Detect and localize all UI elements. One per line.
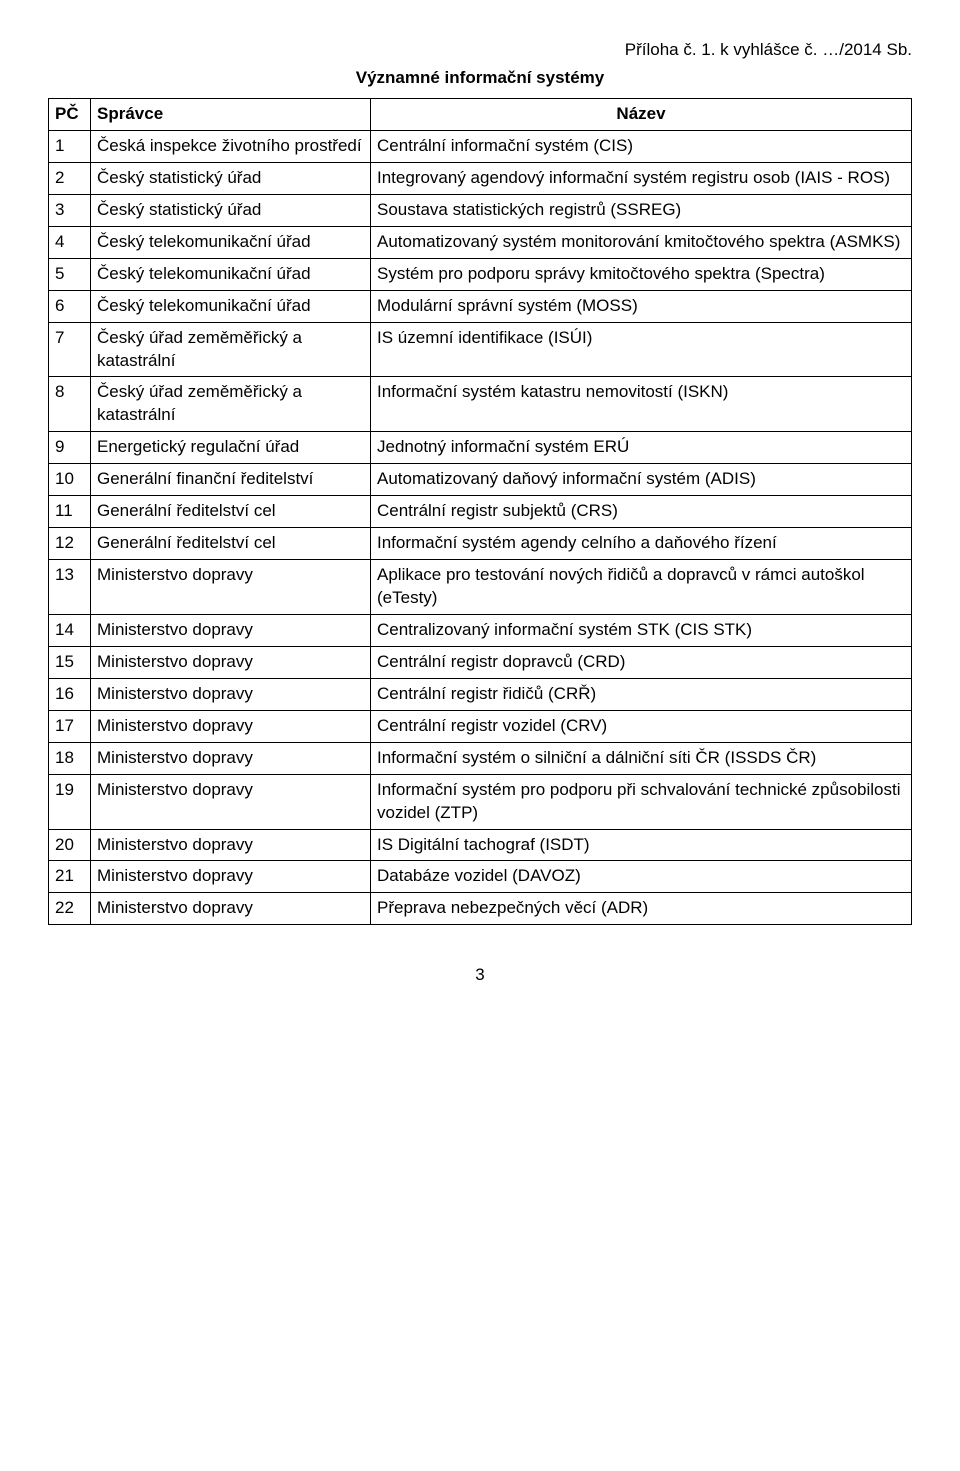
cell-pc: 12	[49, 528, 91, 560]
cell-spravce: Ministerstvo dopravy	[91, 710, 371, 742]
systems-table: PČ Správce Název 1Česká inspekce životní…	[48, 98, 912, 925]
cell-nazev: Přeprava nebezpečných věcí (ADR)	[371, 893, 912, 925]
cell-nazev: Centralizovaný informační systém STK (CI…	[371, 614, 912, 646]
cell-pc: 8	[49, 377, 91, 432]
cell-spravce: Český telekomunikační úřad	[91, 226, 371, 258]
cell-pc: 4	[49, 226, 91, 258]
cell-spravce: Český úřad zeměměřický a katastrální	[91, 377, 371, 432]
cell-spravce: Ministerstvo dopravy	[91, 829, 371, 861]
cell-spravce: Český telekomunikační úřad	[91, 290, 371, 322]
cell-spravce: Česká inspekce životního prostředí	[91, 130, 371, 162]
document-heading: Významné informační systémy	[48, 68, 912, 88]
cell-spravce: Generální finanční ředitelství	[91, 464, 371, 496]
cell-nazev: IS územní identifikace (ISÚI)	[371, 322, 912, 377]
table-row: 2Český statistický úřadIntegrovaný agend…	[49, 162, 912, 194]
cell-pc: 10	[49, 464, 91, 496]
cell-spravce: Ministerstvo dopravy	[91, 614, 371, 646]
cell-nazev: Informační systém o silniční a dálniční …	[371, 742, 912, 774]
table-row: 22Ministerstvo dopravyPřeprava nebezpečn…	[49, 893, 912, 925]
cell-spravce: Český telekomunikační úřad	[91, 258, 371, 290]
cell-nazev: Centrální registr subjektů (CRS)	[371, 496, 912, 528]
cell-spravce: Český statistický úřad	[91, 194, 371, 226]
cell-nazev: Informační systém agendy celního a daňov…	[371, 528, 912, 560]
cell-spravce: Ministerstvo dopravy	[91, 861, 371, 893]
annex-reference: Příloha č. 1. k vyhlášce č. …/2014 Sb.	[48, 40, 912, 60]
page-number: 3	[48, 965, 912, 985]
cell-spravce: Český úřad zeměměřický a katastrální	[91, 322, 371, 377]
cell-pc: 18	[49, 742, 91, 774]
cell-spravce: Český statistický úřad	[91, 162, 371, 194]
cell-pc: 9	[49, 432, 91, 464]
table-row: 6Český telekomunikační úřadModulární spr…	[49, 290, 912, 322]
cell-pc: 14	[49, 614, 91, 646]
cell-pc: 15	[49, 646, 91, 678]
cell-spravce: Generální ředitelství cel	[91, 528, 371, 560]
table-row: 9Energetický regulační úřadJednotný info…	[49, 432, 912, 464]
cell-nazev: Jednotný informační systém ERÚ	[371, 432, 912, 464]
cell-nazev: Integrovaný agendový informační systém r…	[371, 162, 912, 194]
cell-spravce: Ministerstvo dopravy	[91, 678, 371, 710]
cell-nazev: Centrální registr řidičů (CRŘ)	[371, 678, 912, 710]
table-row: 14Ministerstvo dopravyCentralizovaný inf…	[49, 614, 912, 646]
cell-spravce: Generální ředitelství cel	[91, 496, 371, 528]
table-row: 16Ministerstvo dopravyCentrální registr …	[49, 678, 912, 710]
table-row: 19Ministerstvo dopravyInformační systém …	[49, 774, 912, 829]
cell-pc: 3	[49, 194, 91, 226]
cell-pc: 11	[49, 496, 91, 528]
cell-nazev: Centrální registr vozidel (CRV)	[371, 710, 912, 742]
table-row: 1Česká inspekce životního prostředíCentr…	[49, 130, 912, 162]
table-row: 13Ministerstvo dopravyAplikace pro testo…	[49, 560, 912, 615]
cell-pc: 16	[49, 678, 91, 710]
cell-nazev: Informační systém katastru nemovitostí (…	[371, 377, 912, 432]
table-row: 7Český úřad zeměměřický a katastrálníIS …	[49, 322, 912, 377]
cell-spravce: Ministerstvo dopravy	[91, 560, 371, 615]
col-pc: PČ	[49, 99, 91, 131]
cell-spravce: Ministerstvo dopravy	[91, 646, 371, 678]
cell-pc: 20	[49, 829, 91, 861]
col-spravce: Správce	[91, 99, 371, 131]
table-row: 10Generální finanční ředitelstvíAutomati…	[49, 464, 912, 496]
cell-nazev: Soustava statistických registrů (SSREG)	[371, 194, 912, 226]
cell-pc: 19	[49, 774, 91, 829]
cell-spravce: Ministerstvo dopravy	[91, 774, 371, 829]
table-row: 17Ministerstvo dopravyCentrální registr …	[49, 710, 912, 742]
cell-pc: 5	[49, 258, 91, 290]
col-nazev: Název	[371, 99, 912, 131]
cell-pc: 6	[49, 290, 91, 322]
cell-spravce: Energetický regulační úřad	[91, 432, 371, 464]
cell-spravce: Ministerstvo dopravy	[91, 742, 371, 774]
cell-nazev: Automatizovaný daňový informační systém …	[371, 464, 912, 496]
table-row: 3Český statistický úřadSoustava statisti…	[49, 194, 912, 226]
cell-pc: 7	[49, 322, 91, 377]
cell-nazev: Systém pro podporu správy kmitočtového s…	[371, 258, 912, 290]
cell-pc: 22	[49, 893, 91, 925]
cell-nazev: Databáze vozidel (DAVOZ)	[371, 861, 912, 893]
table-row: 21Ministerstvo dopravyDatabáze vozidel (…	[49, 861, 912, 893]
table-row: 4Český telekomunikační úřadAutomatizovan…	[49, 226, 912, 258]
cell-nazev: Centrální informační systém (CIS)	[371, 130, 912, 162]
table-row: 20Ministerstvo dopravyIS Digitální tacho…	[49, 829, 912, 861]
cell-nazev: Informační systém pro podporu při schval…	[371, 774, 912, 829]
cell-nazev: Centrální registr dopravců (CRD)	[371, 646, 912, 678]
table-row: 11Generální ředitelství celCentrální reg…	[49, 496, 912, 528]
table-row: 12Generální ředitelství celInformační sy…	[49, 528, 912, 560]
cell-pc: 2	[49, 162, 91, 194]
cell-pc: 17	[49, 710, 91, 742]
table-row: 8Český úřad zeměměřický a katastrálníInf…	[49, 377, 912, 432]
table-row: 18Ministerstvo dopravyInformační systém …	[49, 742, 912, 774]
cell-pc: 21	[49, 861, 91, 893]
table-row: 5Český telekomunikační úřadSystém pro po…	[49, 258, 912, 290]
table-header-row: PČ Správce Název	[49, 99, 912, 131]
cell-nazev: Automatizovaný systém monitorování kmito…	[371, 226, 912, 258]
cell-nazev: Modulární správní systém (MOSS)	[371, 290, 912, 322]
cell-pc: 13	[49, 560, 91, 615]
table-row: 15Ministerstvo dopravyCentrální registr …	[49, 646, 912, 678]
cell-spravce: Ministerstvo dopravy	[91, 893, 371, 925]
cell-nazev: Aplikace pro testování nových řidičů a d…	[371, 560, 912, 615]
cell-nazev: IS Digitální tachograf (ISDT)	[371, 829, 912, 861]
cell-pc: 1	[49, 130, 91, 162]
